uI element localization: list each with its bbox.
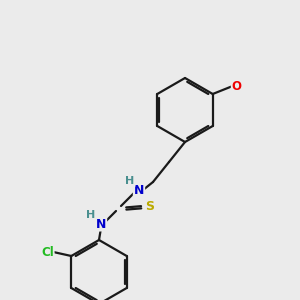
- Text: N: N: [134, 184, 144, 196]
- Text: H: H: [86, 210, 96, 220]
- Text: O: O: [232, 80, 242, 92]
- Text: N: N: [96, 218, 106, 230]
- Text: H: H: [125, 176, 135, 186]
- Text: Cl: Cl: [41, 245, 54, 259]
- Text: S: S: [146, 200, 154, 212]
